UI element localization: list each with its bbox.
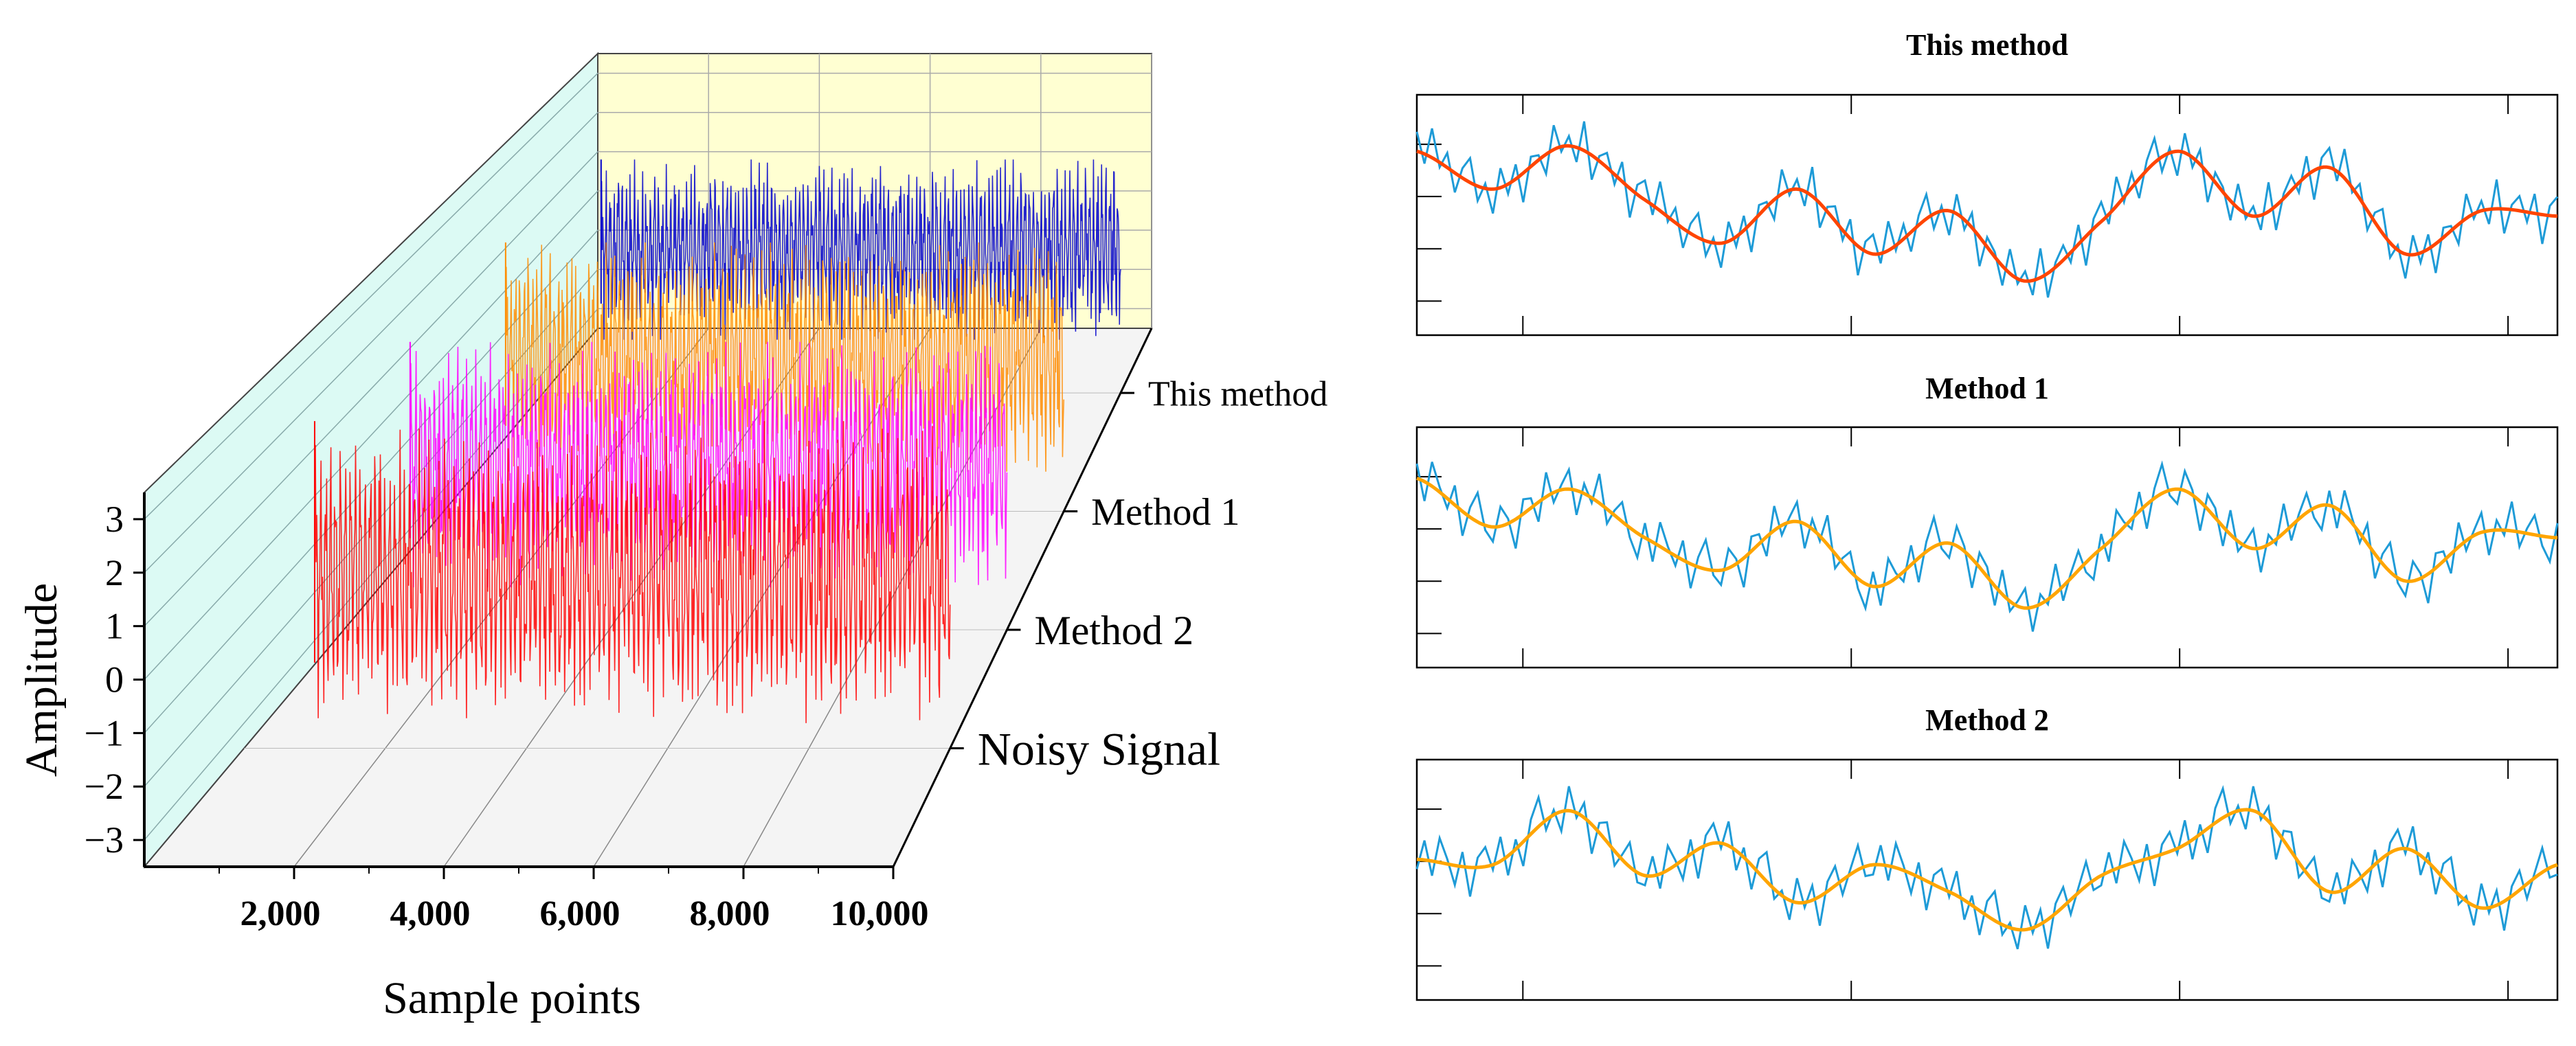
x-tick-label: 4,000 [390,894,471,933]
z-tick-label: 2 [105,552,124,593]
series-label: Noisy Signal [978,723,1220,775]
x-tick-label: 6,000 [540,894,620,933]
panel-frame [1415,93,2559,337]
floor-grid-line [443,328,820,867]
series-trace-this-method [601,159,1121,340]
panel-frame [1415,426,2559,669]
z-tick-label: −2 [85,766,124,807]
z-tick-label: 3 [105,499,124,540]
noisy-signal-line [1415,460,2559,632]
comparison-panels: This method Method 1 Method 2 [1415,28,2559,1001]
panel-title: This method [1906,28,2068,62]
series-trace-method-2 [410,341,1008,588]
denoised-signal-line [1416,477,2558,610]
z-tick-label: −3 [85,819,124,861]
z-tick-label: 1 [105,606,124,647]
noisy-signal-line [1415,121,2559,298]
panel-title: Method 2 [1925,703,2049,737]
y-axis-label: Amplitude [16,583,67,777]
noisy-signal-line [1415,785,2558,950]
series-label: This method [1148,374,1328,413]
panel-this-method: This method [1415,28,2559,337]
z-tick-label: −1 [85,712,124,753]
side-grid-line [144,151,598,627]
panel-method-1: Method 1 [1415,372,2559,669]
series-trace-noisy-signal [314,421,951,723]
depth-axis-line [892,328,1153,867]
denoised-signal-line [1416,808,2558,932]
x-tick-label: 10,000 [831,894,929,933]
panel-method-2: Method 2 [1415,703,2559,1001]
x-tick-label: 8,000 [690,894,770,933]
denoised-signal-line [1416,144,2558,283]
panel-frame [1415,758,2559,1001]
side-grid-line [144,112,598,573]
z-tick-label: 0 [105,659,124,701]
x-axis-label: Sample points [383,973,641,1023]
side-grid-line [144,229,598,734]
floor-grid-line [743,328,1042,867]
series-label: Method 2 [1034,608,1194,653]
waterfall-3d-chart: This method Method 1 Method 2 Noisy Signal 2… [16,52,1328,1023]
side-grid-line [144,73,598,520]
series-label: Method 1 [1091,491,1240,534]
panel-title: Method 1 [1925,372,2049,405]
series-trace-method-1 [505,242,1064,472]
x-tick-label: 2,000 [240,894,321,933]
side-grid-line [144,190,598,681]
